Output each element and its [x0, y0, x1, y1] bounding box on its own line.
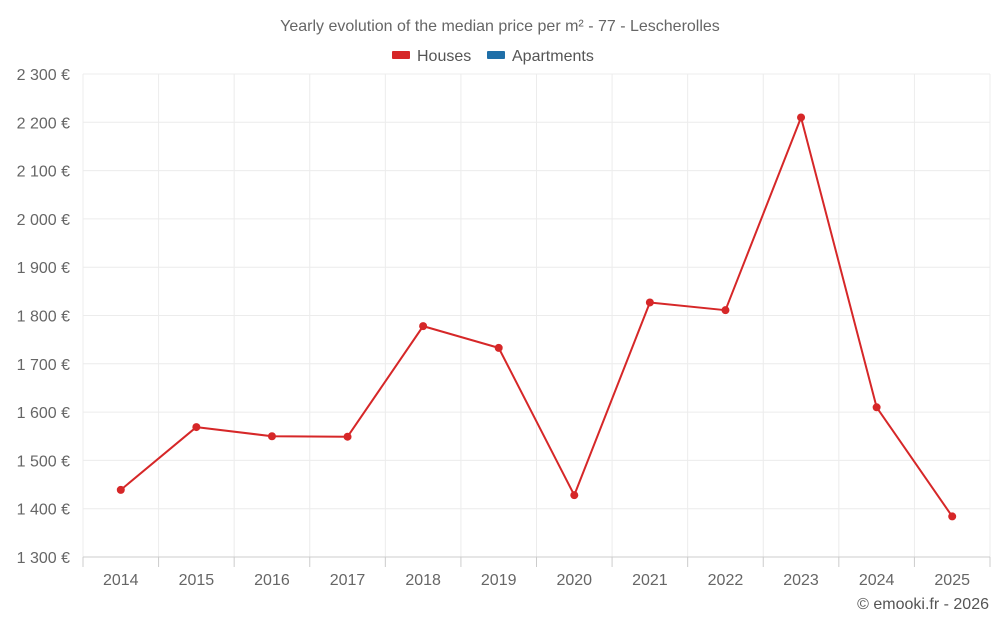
chart-title: Yearly evolution of the median price per…: [280, 18, 720, 35]
legend-item-apartments[interactable]: Apartments: [487, 48, 594, 65]
x-tick-label: 2022: [708, 572, 744, 589]
data-point-2023[interactable]: [797, 113, 806, 122]
x-tick-label: 2024: [859, 572, 895, 589]
y-tick-label: 1 500 €: [17, 453, 70, 470]
data-point-2022[interactable]: [721, 306, 730, 315]
y-tick-label: 2 100 €: [17, 164, 70, 181]
legend-swatch-houses: [392, 51, 410, 59]
data-point-2014[interactable]: [116, 485, 125, 494]
legend: Houses Apartments: [392, 48, 594, 65]
x-tick-label: 2017: [330, 572, 366, 589]
y-tick-label: 1 700 €: [17, 357, 70, 374]
data-point-2015[interactable]: [192, 423, 201, 432]
data-point-2017[interactable]: [343, 432, 352, 441]
credit-text: © emooki.fr - 2026: [857, 596, 989, 613]
legend-swatch-apartments: [487, 51, 505, 59]
data-point-2021[interactable]: [645, 298, 654, 307]
grid: [82, 73, 991, 557]
series-line-houses: [120, 116, 954, 517]
x-tick-label: 2023: [783, 572, 819, 589]
y-tick-label: 1 900 €: [17, 260, 70, 277]
legend-item-houses[interactable]: Houses: [392, 48, 471, 65]
y-tick-label: 1 400 €: [17, 502, 70, 519]
y-axis: 1 300 € 1 400 € 1 500 € 1 600 € 1 700 € 1 800…: [17, 67, 70, 567]
y-tick-label: 2 200 €: [17, 115, 70, 132]
y-tick-label: 1 600 €: [17, 405, 70, 422]
x-tick-label: 2015: [179, 572, 215, 589]
x-tick-label: 2018: [405, 572, 441, 589]
y-tick-label: 2 300 €: [17, 67, 70, 84]
legend-label-houses: Houses: [417, 48, 471, 65]
legend-label-apartments: Apartments: [512, 48, 594, 65]
y-tick-label: 2 000 €: [17, 212, 70, 229]
x-tick-label: 2021: [632, 572, 668, 589]
x-tick-label: 2019: [481, 572, 517, 589]
x-axis: 2014 2015 2016 2017 2018 2019 2020 2021 2022 2023…: [82, 556, 991, 589]
x-tick-label: 2014: [103, 572, 139, 589]
data-point-2019[interactable]: [494, 343, 503, 352]
y-tick-label: 1 300 €: [17, 550, 70, 567]
x-tick-label: 2016: [254, 572, 290, 589]
x-tick-label: 2025: [934, 572, 970, 589]
data-point-2016[interactable]: [267, 432, 276, 441]
data-point-2020[interactable]: [570, 491, 579, 500]
y-tick-label: 1 800 €: [17, 309, 70, 326]
data-point-2025[interactable]: [948, 512, 957, 521]
series-houses: [116, 113, 957, 521]
data-point-2018[interactable]: [419, 322, 428, 331]
data-point-2024[interactable]: [872, 403, 881, 412]
x-tick-label: 2020: [556, 572, 592, 589]
